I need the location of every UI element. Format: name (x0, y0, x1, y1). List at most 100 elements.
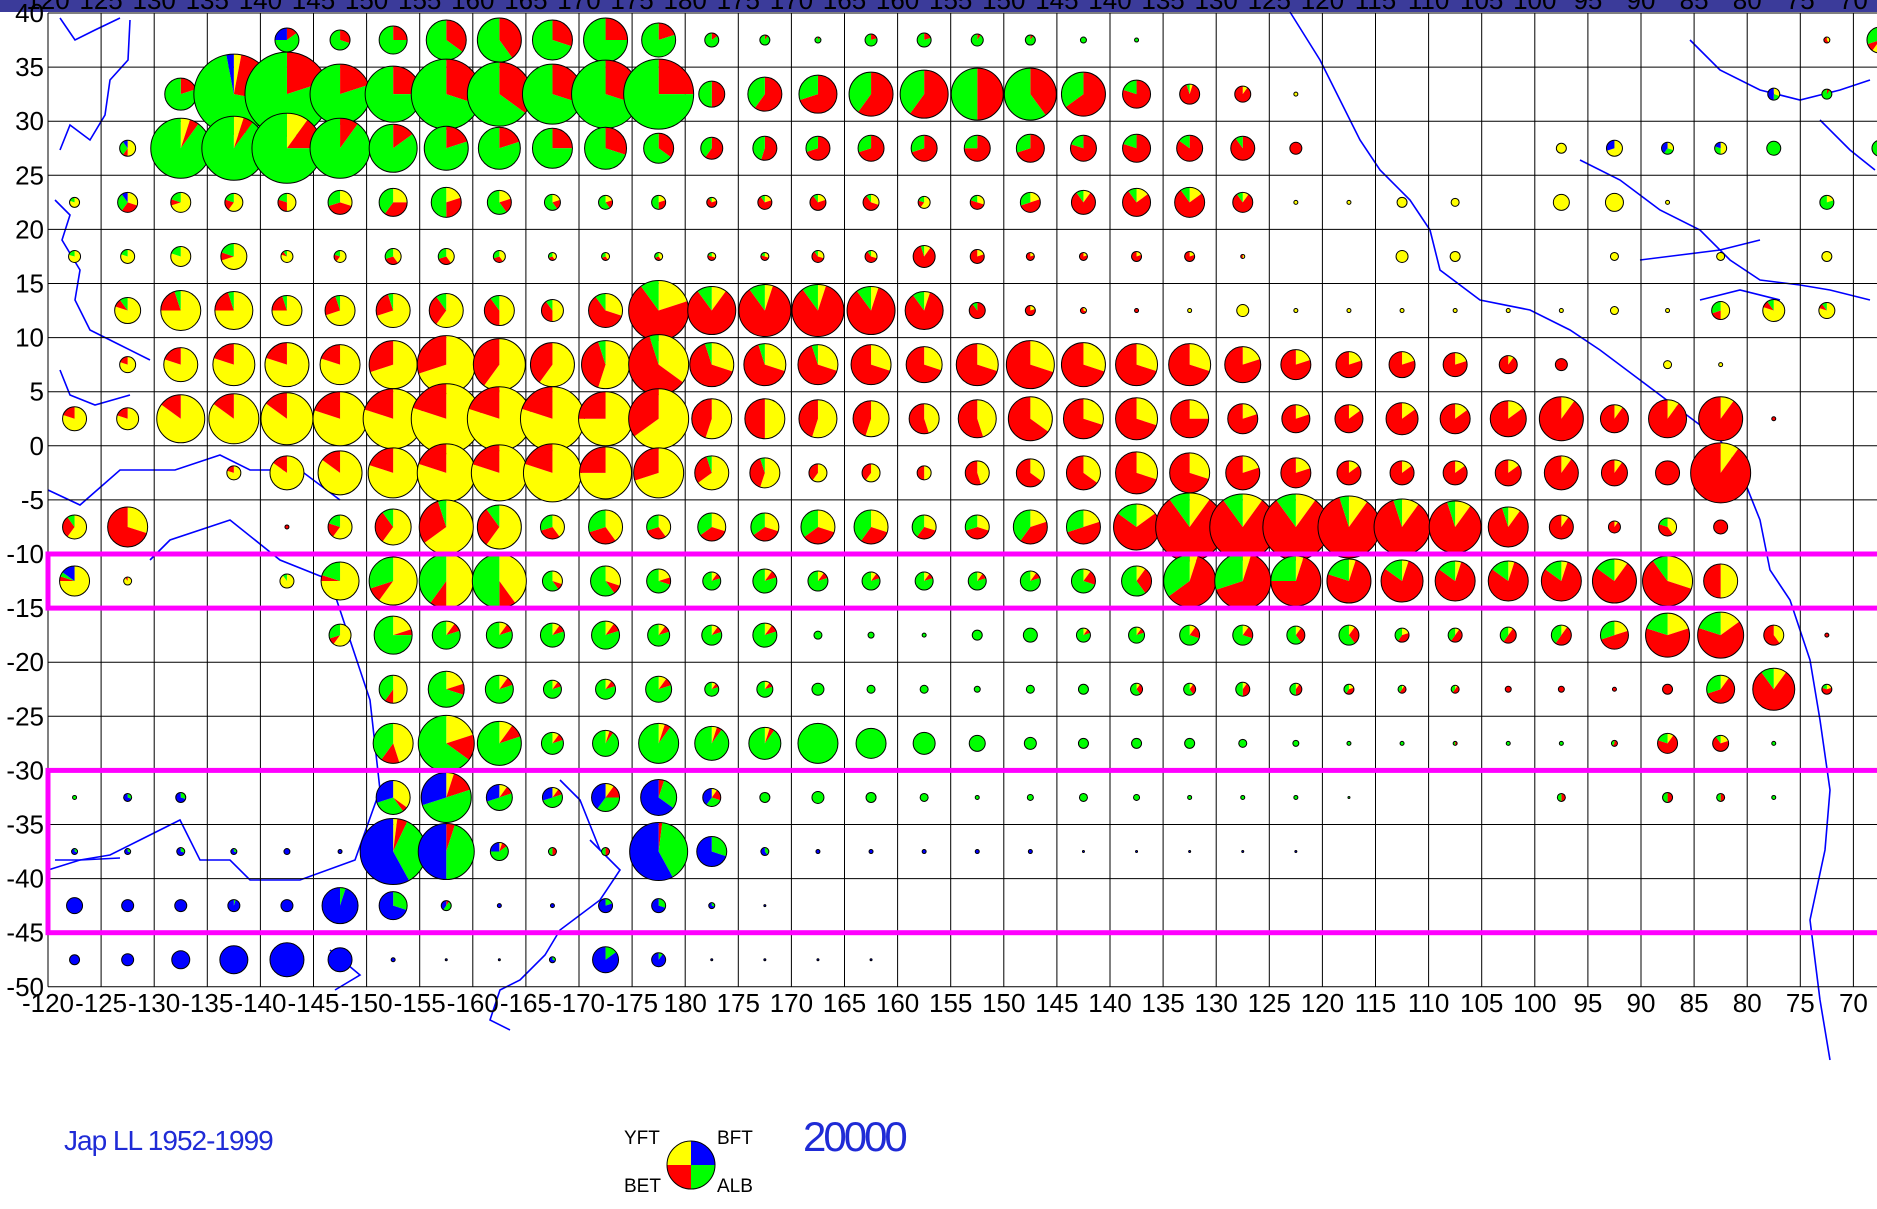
pie-slice (956, 343, 998, 386)
pie-outline (71, 848, 79, 856)
pie-mark (697, 512, 727, 542)
pie-slice (1025, 684, 1035, 694)
pie-slice (1767, 299, 1774, 311)
pie-slice (322, 887, 359, 924)
pie-mark (1609, 251, 1619, 261)
pie-slice (1447, 500, 1456, 527)
pie-slice (171, 246, 181, 257)
lon-label-bottom: -155 (394, 988, 446, 1018)
pie-slice (764, 284, 773, 311)
pie-slice (759, 791, 771, 803)
pie-slice (430, 581, 447, 609)
pie-mark (1026, 793, 1034, 801)
pie-slice (115, 300, 128, 311)
pie-mark (1168, 343, 1212, 387)
pie-mark (1762, 299, 1786, 323)
pie-slice (1819, 304, 1827, 311)
pie-slice (499, 581, 516, 609)
pie-slice (1065, 72, 1106, 117)
pie-slice (1600, 621, 1615, 640)
pie-slice (381, 743, 400, 764)
pie-slice (711, 252, 716, 258)
pie-slice (1335, 351, 1362, 378)
pie-outline (702, 571, 722, 591)
pie-outline (707, 251, 717, 261)
pie-slice (1184, 737, 1196, 749)
pie-slice (419, 501, 447, 543)
pie-outline (797, 344, 839, 386)
lon-label-top: 160 (876, 0, 919, 15)
pie-slice (325, 295, 356, 326)
pie-slice (764, 623, 772, 636)
pie-slice (328, 514, 341, 527)
pie-slice (499, 624, 512, 636)
pie-slice (1180, 187, 1190, 203)
pie-slice (1122, 80, 1151, 109)
pie-outline (1648, 399, 1688, 439)
pie-mark (1642, 555, 1694, 607)
pie-slice (174, 290, 181, 311)
pie-outline (1338, 624, 1360, 646)
pie-slice (444, 958, 448, 962)
pie-slice (711, 727, 722, 744)
pie-slice (499, 198, 512, 213)
pie-slice (1223, 493, 1243, 527)
pie-outline (374, 508, 412, 546)
pie-mark (219, 945, 249, 975)
pie-slice (552, 581, 562, 590)
pie-slice (227, 899, 240, 912)
pie-mark (1115, 343, 1159, 387)
pie-slice (806, 136, 830, 161)
lon-label-top: 180 (664, 0, 707, 15)
pie-mark (629, 822, 689, 882)
pie-slice (1236, 304, 1250, 318)
pie-slice (1008, 396, 1049, 441)
pie-slice (233, 899, 236, 906)
pie-slice (1826, 684, 1832, 690)
pie-slice (208, 393, 259, 444)
pie-slice (605, 18, 628, 41)
pie-slice (552, 514, 565, 537)
pie-outline (321, 887, 359, 925)
pie-slice (598, 340, 606, 365)
pie-mark (280, 249, 294, 263)
pie-slice (1133, 793, 1141, 801)
pie-slice (711, 286, 726, 311)
pie-slice (437, 499, 447, 527)
pie-slice (411, 59, 480, 130)
pie-slice (228, 193, 243, 212)
pie-slice (797, 345, 837, 385)
pie-outline (850, 344, 892, 386)
pie-slice (1614, 404, 1623, 419)
pie-outline (1335, 351, 1363, 379)
pie-mark (123, 576, 133, 586)
pie-slice (1663, 360, 1673, 370)
pie-slice (758, 343, 765, 365)
pie-mark (277, 192, 297, 212)
pie-slice (283, 250, 287, 257)
pie-outline (1538, 396, 1584, 442)
pie-slice (543, 680, 562, 699)
pie-slice (1030, 572, 1040, 582)
pie-outline (1442, 460, 1468, 486)
pie-slice (591, 621, 620, 650)
pie-mark (1170, 399, 1210, 439)
pie-slice (541, 732, 564, 755)
pie-mark (1289, 141, 1303, 155)
pie-mark (748, 726, 782, 760)
pie-outline (485, 783, 513, 811)
pie-mark (1611, 686, 1617, 692)
pie-slice (871, 509, 889, 533)
pie-outline (588, 293, 624, 329)
pie-slice (1189, 84, 1193, 95)
pie-mark (798, 74, 838, 114)
lon-label-bottom: 70 (1839, 988, 1868, 1018)
lon-label-bottom: 115 (1355, 988, 1396, 1018)
lat-label: -5 (21, 485, 44, 515)
pie-slice (119, 356, 136, 373)
pie-slice (74, 848, 78, 853)
pie-slice (1242, 493, 1263, 527)
pie-slice (552, 20, 573, 47)
pie-mark (390, 957, 396, 963)
pie-outline (601, 251, 611, 261)
